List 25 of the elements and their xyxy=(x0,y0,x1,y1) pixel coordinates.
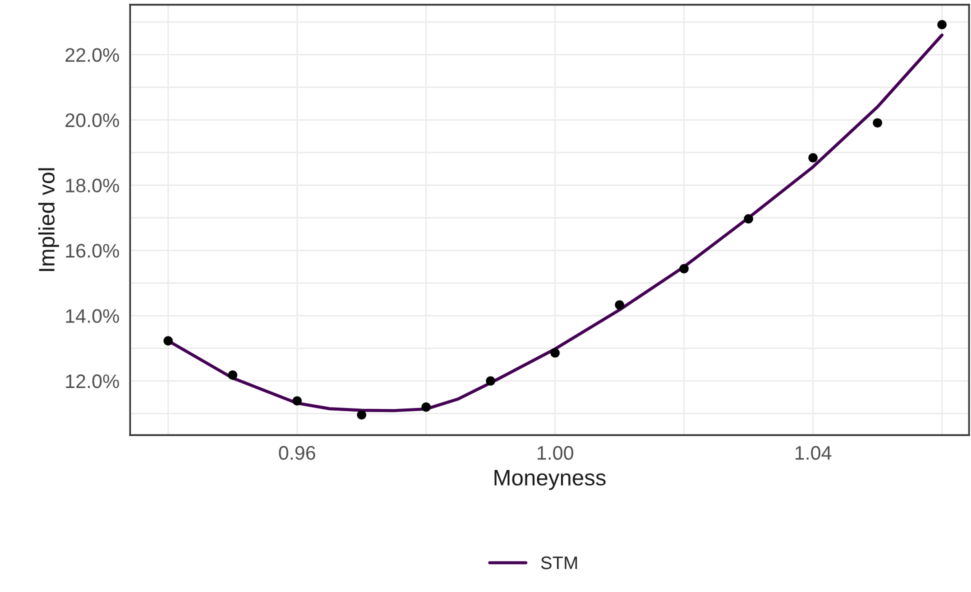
y-tick-label: 18.0% xyxy=(66,178,120,192)
point xyxy=(872,118,882,128)
point xyxy=(808,153,818,162)
point xyxy=(486,376,496,386)
point xyxy=(937,20,947,30)
point xyxy=(614,300,624,310)
y-tick-label: 20.0% xyxy=(66,113,120,128)
point xyxy=(356,410,366,420)
point xyxy=(744,214,754,224)
point xyxy=(679,264,689,274)
x-tick-label: 1.00 xyxy=(538,446,574,460)
legend-label: STM xyxy=(541,556,577,570)
point xyxy=(228,370,238,380)
y-tick-label: 12.0% xyxy=(66,374,120,388)
x-axis-title: Moneyness xyxy=(494,470,606,490)
y-axis-title: Implied vol xyxy=(38,168,60,271)
y-tick-label: 22.0% xyxy=(66,48,120,62)
point xyxy=(164,336,173,346)
y-tick-label: 14.0% xyxy=(66,309,120,323)
y-tick-label: 16.0% xyxy=(66,244,120,258)
point xyxy=(292,396,302,406)
point xyxy=(421,402,431,412)
x-tick-label: 0.96 xyxy=(278,446,316,460)
x-tick-label: 1.04 xyxy=(796,446,832,460)
point xyxy=(550,348,560,358)
